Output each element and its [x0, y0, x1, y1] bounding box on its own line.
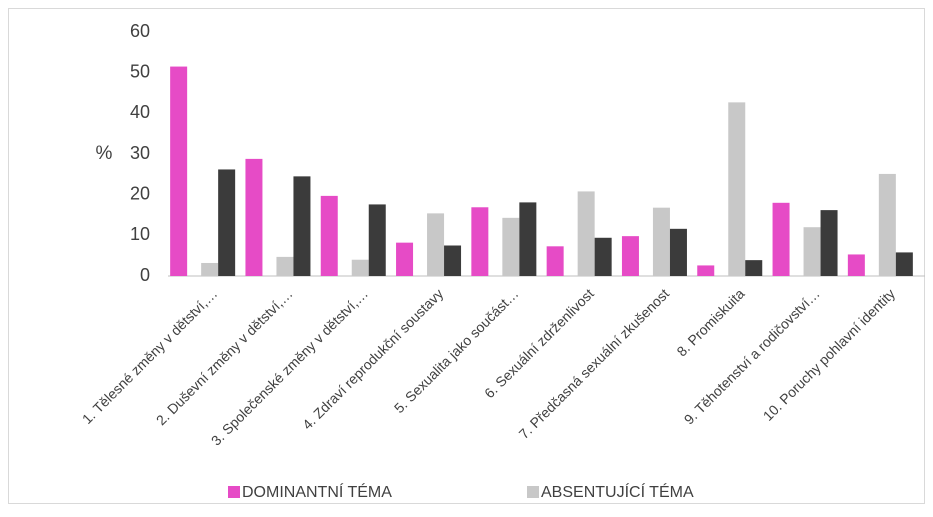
- bar: [878, 173, 896, 276]
- bar: [471, 207, 489, 276]
- bar: [697, 265, 715, 276]
- bar: [293, 176, 311, 276]
- x-tick-label: 2. Duševní změny v dětství,…: [153, 285, 296, 428]
- chart-border: [8, 8, 925, 504]
- bar: [820, 210, 838, 276]
- bar: [669, 228, 687, 276]
- x-tick-label: 1. Tělesné změny v dětství,…: [79, 285, 221, 427]
- y-tick-label: 50: [130, 61, 150, 81]
- y-tick-label: 20: [130, 183, 150, 203]
- legend-swatch: [527, 486, 539, 498]
- bar: [594, 237, 612, 276]
- y-tick-label: 60: [130, 21, 150, 41]
- y-tick-label: 40: [130, 102, 150, 122]
- bar: [245, 158, 263, 276]
- bar: [276, 256, 294, 276]
- bar: [895, 252, 913, 276]
- bar: [577, 191, 595, 276]
- bar: [745, 260, 763, 276]
- x-tick-label: 3. Společenské změny v dětství,…: [208, 285, 371, 448]
- legend-label: DOMINANTNÍ TÉMA: [242, 482, 392, 501]
- bar: [502, 217, 520, 276]
- bar: [320, 195, 338, 276]
- bar: [201, 262, 219, 276]
- bar: [847, 254, 865, 276]
- x-tick-label: 7. Předčasná sexuální zkušenost: [516, 285, 673, 442]
- bar: [444, 245, 462, 276]
- x-tick-label: 10. Poruchy pohlavní identity: [760, 285, 898, 423]
- bar: [396, 242, 414, 276]
- y-tick-label: 10: [130, 224, 150, 244]
- bar: [803, 227, 821, 276]
- bar: [351, 259, 369, 276]
- x-tick-label: 4. Zdraví reprodukční soustavy: [299, 285, 446, 432]
- bar: [218, 169, 236, 276]
- y-axis-label: %: [96, 143, 113, 164]
- bar: [772, 202, 790, 276]
- bar: [728, 102, 746, 276]
- y-tick-label: 30: [130, 143, 150, 163]
- bar: [519, 202, 537, 276]
- bar: [368, 204, 386, 276]
- x-tick-label: 8. Promiskuita: [673, 285, 747, 359]
- bar: [652, 207, 670, 276]
- bar: [427, 213, 445, 276]
- x-tick-label: 5. Sexualita jako součást…: [391, 285, 522, 416]
- y-tick-label: 0: [140, 265, 150, 285]
- bar: [621, 236, 639, 276]
- bar: [170, 66, 188, 276]
- x-tick-label: 9. Těhotenství a rodičovství…: [681, 285, 823, 427]
- legend-label: ABSENTUJÍCÍ TÉMA: [541, 482, 694, 501]
- bar: [546, 246, 564, 276]
- legend-swatch: [228, 486, 240, 498]
